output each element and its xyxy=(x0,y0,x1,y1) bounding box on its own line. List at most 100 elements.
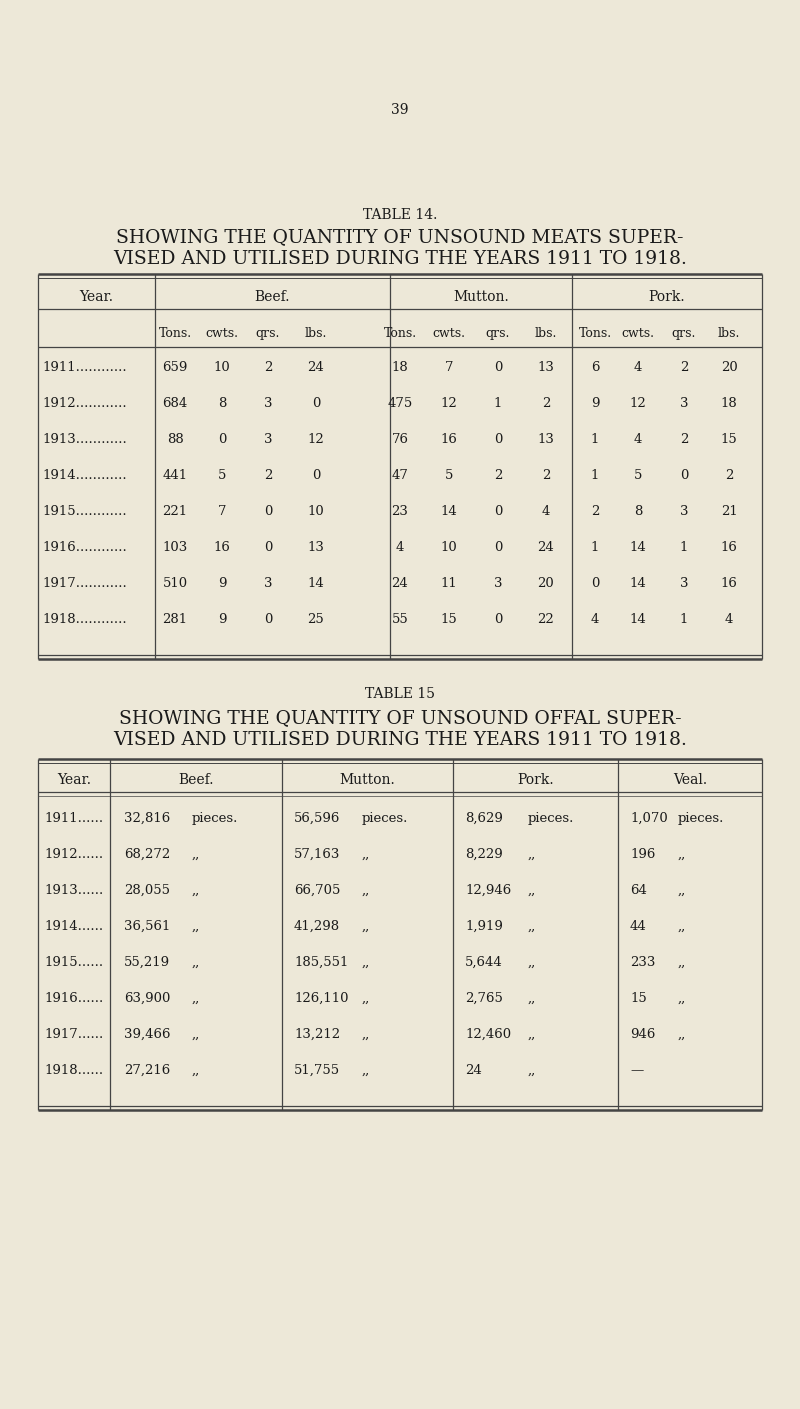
Text: pieces.: pieces. xyxy=(192,812,238,826)
Text: Mutton.: Mutton. xyxy=(340,774,395,788)
Text: 1: 1 xyxy=(591,469,599,482)
Text: 946: 946 xyxy=(630,1029,655,1041)
Text: ,,: ,, xyxy=(362,920,370,933)
Text: ,,: ,, xyxy=(362,1029,370,1041)
Text: Tons.: Tons. xyxy=(158,327,191,340)
Text: ,,: ,, xyxy=(362,848,370,861)
Text: 15: 15 xyxy=(441,613,458,626)
Text: 1918......: 1918...... xyxy=(45,1064,103,1076)
Text: 5,644: 5,644 xyxy=(465,955,502,969)
Text: 14: 14 xyxy=(308,578,324,590)
Text: 63,900: 63,900 xyxy=(124,992,170,1005)
Text: SHOWING THE QUANTITY OF UNSOUND OFFAL SUPER-: SHOWING THE QUANTITY OF UNSOUND OFFAL SU… xyxy=(118,709,682,727)
Text: 2: 2 xyxy=(264,361,272,373)
Text: ,,: ,, xyxy=(678,992,686,1005)
Text: cwts.: cwts. xyxy=(206,327,238,340)
Text: 659: 659 xyxy=(162,361,188,373)
Text: 2,765: 2,765 xyxy=(465,992,503,1005)
Text: 1: 1 xyxy=(591,541,599,554)
Text: Veal.: Veal. xyxy=(673,774,707,788)
Text: 36,561: 36,561 xyxy=(124,920,170,933)
Text: 10: 10 xyxy=(214,361,230,373)
Text: 9: 9 xyxy=(218,578,226,590)
Text: 24: 24 xyxy=(308,361,324,373)
Text: lbs.: lbs. xyxy=(535,327,557,340)
Text: 41,298: 41,298 xyxy=(294,920,340,933)
Text: 13: 13 xyxy=(307,541,325,554)
Text: 23: 23 xyxy=(391,504,409,519)
Text: lbs.: lbs. xyxy=(305,327,327,340)
Text: SHOWING THE QUANTITY OF UNSOUND MEATS SUPER-: SHOWING THE QUANTITY OF UNSOUND MEATS SU… xyxy=(116,228,684,247)
Text: 32,816: 32,816 xyxy=(124,812,170,826)
Text: ,,: ,, xyxy=(528,1064,536,1076)
Text: 2: 2 xyxy=(591,504,599,519)
Text: 281: 281 xyxy=(162,613,187,626)
Text: 4: 4 xyxy=(725,613,733,626)
Text: 16: 16 xyxy=(721,578,738,590)
Text: 4: 4 xyxy=(634,361,642,373)
Text: 1,919: 1,919 xyxy=(465,920,503,933)
Text: ,,: ,, xyxy=(192,992,200,1005)
Text: 8,629: 8,629 xyxy=(465,812,503,826)
Text: 47: 47 xyxy=(391,469,409,482)
Text: 0: 0 xyxy=(494,613,502,626)
Text: Mutton.: Mutton. xyxy=(453,290,509,304)
Text: 16: 16 xyxy=(441,433,458,447)
Text: 13: 13 xyxy=(538,361,554,373)
Text: 1: 1 xyxy=(591,433,599,447)
Text: 1916......: 1916...... xyxy=(44,992,104,1005)
Text: 12: 12 xyxy=(630,397,646,410)
Text: 5: 5 xyxy=(445,469,453,482)
Text: 684: 684 xyxy=(162,397,188,410)
Text: Beef.: Beef. xyxy=(178,774,214,788)
Text: 13: 13 xyxy=(538,433,554,447)
Text: 7: 7 xyxy=(445,361,454,373)
Text: 221: 221 xyxy=(162,504,187,519)
Text: 0: 0 xyxy=(264,613,272,626)
Text: 2: 2 xyxy=(264,469,272,482)
Text: ,,: ,, xyxy=(192,1064,200,1076)
Text: 4: 4 xyxy=(396,541,404,554)
Text: 2: 2 xyxy=(680,361,688,373)
Text: 126,110: 126,110 xyxy=(294,992,349,1005)
Text: 2: 2 xyxy=(680,433,688,447)
Text: 3: 3 xyxy=(264,397,272,410)
Text: 39: 39 xyxy=(391,103,409,117)
Text: 88: 88 xyxy=(166,433,183,447)
Text: 1918............: 1918............ xyxy=(42,613,126,626)
Text: 1916............: 1916............ xyxy=(42,541,126,554)
Text: ,,: ,, xyxy=(678,848,686,861)
Text: 2: 2 xyxy=(542,397,550,410)
Text: 27,216: 27,216 xyxy=(124,1064,170,1076)
Text: 66,705: 66,705 xyxy=(294,883,340,898)
Text: qrs.: qrs. xyxy=(486,327,510,340)
Text: 0: 0 xyxy=(264,504,272,519)
Text: 3: 3 xyxy=(680,397,688,410)
Text: 233: 233 xyxy=(630,955,655,969)
Text: ,,: ,, xyxy=(528,992,536,1005)
Text: ,,: ,, xyxy=(192,883,200,898)
Text: 1915......: 1915...... xyxy=(45,955,103,969)
Text: 1913......: 1913...... xyxy=(44,883,104,898)
Text: 14: 14 xyxy=(441,504,458,519)
Text: 24: 24 xyxy=(392,578,408,590)
Text: 3: 3 xyxy=(264,578,272,590)
Text: 2: 2 xyxy=(542,469,550,482)
Text: 475: 475 xyxy=(387,397,413,410)
Text: 3: 3 xyxy=(264,433,272,447)
Text: 3: 3 xyxy=(680,504,688,519)
Text: 12,946: 12,946 xyxy=(465,883,511,898)
Text: 44: 44 xyxy=(630,920,646,933)
Text: 14: 14 xyxy=(630,613,646,626)
Text: 25: 25 xyxy=(308,613,324,626)
Text: 51,755: 51,755 xyxy=(294,1064,340,1076)
Text: 1914......: 1914...... xyxy=(45,920,103,933)
Text: Pork.: Pork. xyxy=(649,290,686,304)
Text: 185,551: 185,551 xyxy=(294,955,348,969)
Text: 103: 103 xyxy=(162,541,188,554)
Text: 196: 196 xyxy=(630,848,655,861)
Text: 0: 0 xyxy=(312,469,320,482)
Text: 18: 18 xyxy=(721,397,738,410)
Text: 13,212: 13,212 xyxy=(294,1029,340,1041)
Text: ,,: ,, xyxy=(362,883,370,898)
